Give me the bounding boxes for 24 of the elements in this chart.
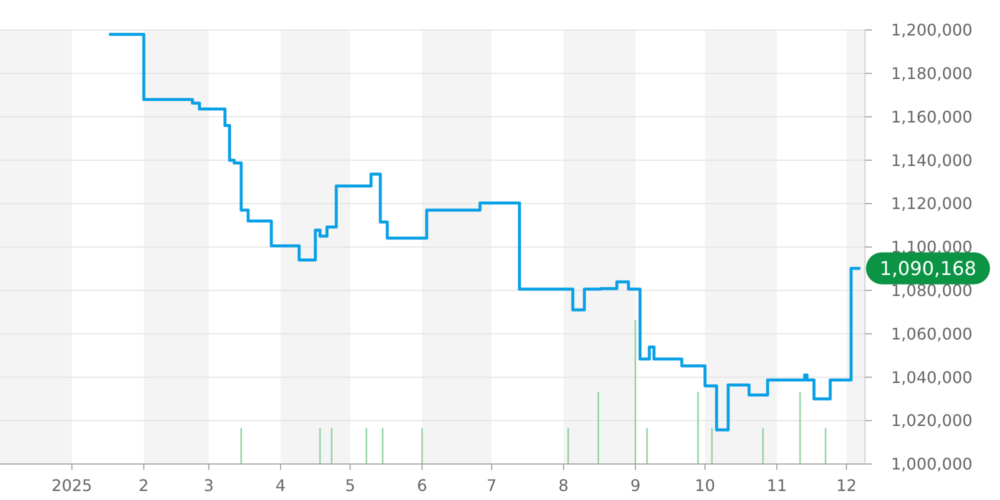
x-tick-label: 7 — [486, 476, 497, 495]
x-tick-label: 8 — [558, 476, 569, 495]
x-tick-label: 9 — [630, 476, 641, 495]
x-tick-label: 5 — [345, 476, 356, 495]
x-tick-label: 3 — [204, 476, 214, 495]
y-tick-label: 1,100,000 — [891, 238, 972, 257]
x-tick-label: 12 — [836, 476, 857, 495]
y-tick-label: 1,040,000 — [891, 368, 972, 387]
x-tick-label: 2 — [138, 476, 149, 495]
annotation: 1,090,168 — [880, 258, 976, 280]
x-tick-label: 10 — [694, 476, 716, 495]
y-tick-label: 1,080,000 — [891, 281, 972, 300]
y-tick-label: 1,160,000 — [891, 107, 972, 126]
y-tick-label: 1,000,000 — [891, 454, 972, 474]
x-tick-label: 4 — [276, 476, 286, 495]
y-tick-label: 1,060,000 — [891, 324, 972, 344]
x-tick-label: 2025 — [52, 476, 92, 495]
y-tick-label: 1,140,000 — [891, 150, 972, 170]
x-tick-label: 6 — [416, 476, 428, 495]
y-tick-label: 1,020,000 — [891, 411, 972, 430]
y-tick-label: 1,120,000 — [891, 194, 972, 214]
y-tick-label: 1,180,000 — [891, 64, 972, 83]
x-tick-label: 11 — [766, 476, 788, 495]
y-tick-label: 1,200,000 — [891, 20, 972, 40]
